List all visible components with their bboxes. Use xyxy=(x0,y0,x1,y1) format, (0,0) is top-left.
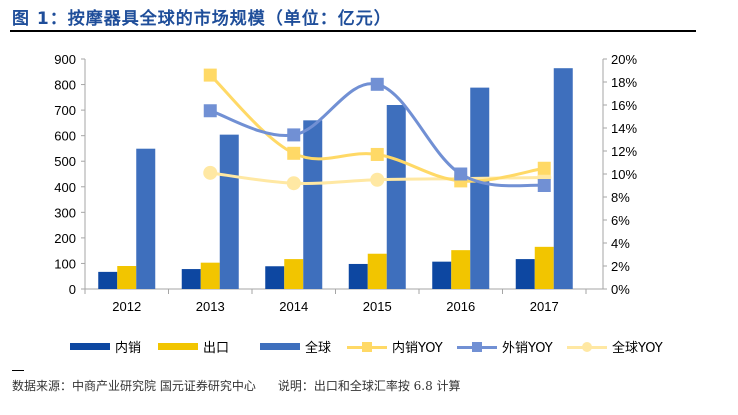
right-axis-tick-label: 20% xyxy=(611,52,637,67)
marker-global-yoy-2015 xyxy=(370,172,385,187)
left-axis-tick-label: 600 xyxy=(54,129,76,144)
marker-export-yoy-2015 xyxy=(370,77,384,91)
market-size-chart: 0 100 200 300 400 500 600 700 800 900 0% 2% 4% 6% 8% 10… xyxy=(54,52,637,314)
marker-export-yoy-2013 xyxy=(203,104,217,118)
right-axis-tick-label: 14% xyxy=(611,121,637,136)
legend-item-domestic-yoy: 内销YOY xyxy=(347,337,443,356)
left-axis-tick-label: 400 xyxy=(54,180,76,195)
x-axis-tick-label: 2017 xyxy=(530,299,559,314)
left-axis-tick-label: 500 xyxy=(54,154,76,169)
right-axis-tick-label: 18% xyxy=(611,75,637,90)
circle-marker-icon xyxy=(582,341,592,352)
left-axis-tick-label: 300 xyxy=(54,205,76,220)
bar-global-2016 xyxy=(470,87,490,289)
bar-export-2016 xyxy=(451,250,471,289)
bar-export-2012 xyxy=(117,266,137,289)
legend-item-global: 全球 xyxy=(260,337,331,356)
legend-item-export-yoy: 外销YOY xyxy=(457,337,553,356)
marker-export-yoy-2016 xyxy=(454,167,468,181)
square-marker-icon xyxy=(362,341,372,352)
chart-legend: 内销 出口 全球 内销YOY 外销YOY 全球YOY xyxy=(60,337,720,357)
bar-global-2012 xyxy=(136,148,156,289)
legend-item-global-yoy: 全球YOY xyxy=(567,337,663,356)
line-domestic-yoy xyxy=(209,74,545,183)
title-divider xyxy=(10,30,696,32)
marker-global-yoy-2013 xyxy=(203,165,218,180)
bar-export-2015 xyxy=(367,253,387,289)
marker-export-yoy-2014 xyxy=(287,128,301,142)
figure-title: 图 1：按摩器具全球的市场规模（单位：亿元） xyxy=(12,9,392,29)
marker-domestic-yoy-2015 xyxy=(370,147,384,161)
source-text: 数据来源：中商产业研究院 国元证券研究中心 xyxy=(12,379,256,393)
bar-domestic-2013 xyxy=(181,269,201,289)
legend-label: 出口 xyxy=(203,341,230,356)
legend-item-domestic: 内销 xyxy=(70,337,141,356)
left-axis-tick-label: 200 xyxy=(54,231,76,246)
bar-domestic-2016 xyxy=(432,261,452,289)
marker-domestic-yoy-2013 xyxy=(203,68,217,82)
bar-global-2015 xyxy=(386,105,406,289)
right-axis-tick-label: 12% xyxy=(611,144,637,159)
x-axis-tick-label: 2012 xyxy=(112,299,141,314)
legend-label: 全球 xyxy=(305,341,332,356)
right-axis-tick-label: 4% xyxy=(611,236,630,251)
bar-export-2017 xyxy=(534,246,554,289)
right-axis-tick-label: 8% xyxy=(611,190,630,205)
bar-domestic-2014 xyxy=(265,266,285,289)
left-axis-tick-label: 100 xyxy=(54,256,76,271)
legend-label: 外销YOY xyxy=(502,341,553,356)
footer: 数据来源：中商产业研究院 国元证券研究中心 说明：出口和全球汇率按 6.8 计算 xyxy=(12,377,461,394)
x-axis-tick-label: 2013 xyxy=(196,299,225,314)
legend-swatch-export xyxy=(158,343,198,350)
note-text: 说明：出口和全球汇率按 6.8 计算 xyxy=(277,379,461,393)
marker-export-yoy-2017 xyxy=(537,179,551,192)
marker-domestic-yoy-2017 xyxy=(537,161,551,175)
bar-global-2017 xyxy=(553,68,573,289)
right-axis-tick-label: 0% xyxy=(611,282,630,297)
bar-export-2013 xyxy=(200,262,220,289)
line-export-yoy xyxy=(209,82,545,188)
right-axis-tick-label: 2% xyxy=(611,259,630,274)
x-axis-tick-label: 2014 xyxy=(279,299,308,314)
legend-label: 内销 xyxy=(115,341,142,356)
legend-label: 全球YOY xyxy=(612,341,663,356)
marker-domestic-yoy-2014 xyxy=(287,146,301,160)
legend-swatch-global xyxy=(260,343,300,350)
bar-domestic-2012 xyxy=(98,271,118,289)
left-axis-tick-label: 900 xyxy=(54,52,76,67)
bar-export-2014 xyxy=(284,259,304,289)
x-axis-tick-label: 2016 xyxy=(446,299,475,314)
legend-item-export: 出口 xyxy=(158,337,229,356)
legend-swatch-domestic-yoy xyxy=(347,340,387,354)
legend-swatch-export-yoy xyxy=(457,340,497,354)
legend-label: 内销YOY xyxy=(392,341,443,356)
left-axis-tick-label: 0 xyxy=(69,282,76,297)
footer-divider xyxy=(12,370,24,371)
right-axis-tick-label: 10% xyxy=(611,167,637,182)
bar-domestic-2015 xyxy=(348,263,368,289)
bar-domestic-2017 xyxy=(515,259,535,289)
x-axis-tick-label: 2015 xyxy=(363,299,392,314)
left-axis-tick-label: 700 xyxy=(54,103,76,118)
right-axis-tick-label: 16% xyxy=(611,98,637,113)
square-marker-icon xyxy=(472,341,482,352)
bar-global-2013 xyxy=(219,134,239,289)
legend-swatch-global-yoy xyxy=(567,340,607,354)
legend-swatch-domestic xyxy=(70,343,110,350)
marker-global-yoy-2014 xyxy=(286,176,301,191)
bar-global-2014 xyxy=(303,120,323,289)
right-axis-tick-label: 6% xyxy=(611,213,630,228)
left-axis-tick-label: 800 xyxy=(54,78,76,93)
